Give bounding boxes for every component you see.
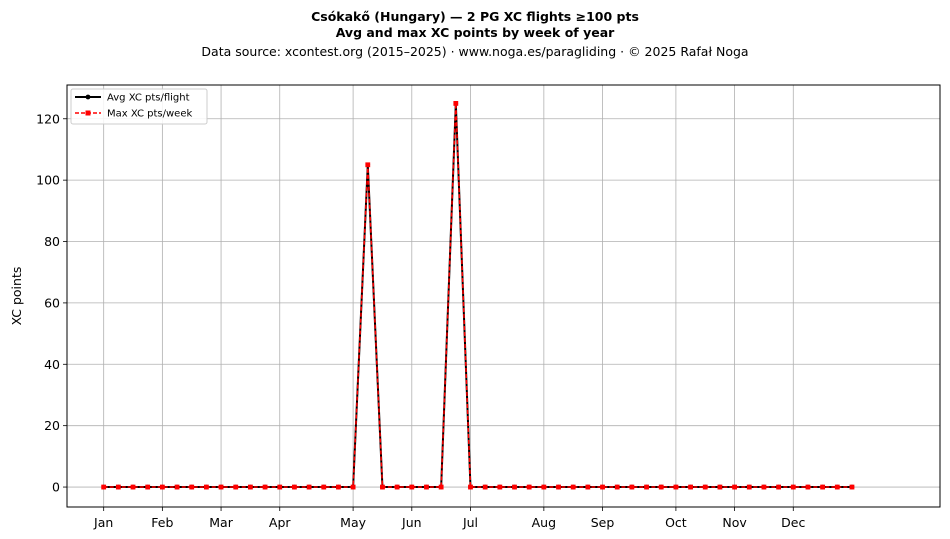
point-max: [189, 484, 195, 490]
point-max: [512, 484, 517, 490]
grid: [67, 85, 940, 507]
x-tick-label: Aug: [532, 515, 556, 530]
point-max: [526, 484, 532, 490]
point-max: [468, 484, 473, 490]
x-tick-label: Jun: [401, 515, 422, 530]
point-max: [115, 484, 121, 490]
point-max: [497, 484, 503, 490]
y-axis: 0 20 40 60 80 100 120: [36, 111, 67, 495]
legend-box: [70, 88, 208, 125]
point-max: [585, 484, 591, 490]
point-max: [673, 484, 679, 490]
point-max: [130, 484, 136, 490]
x-tick-label: Sep: [591, 515, 615, 530]
y-tick-label: 40: [44, 357, 60, 372]
point-max: [805, 484, 811, 490]
point-max: [277, 484, 283, 490]
point-max: [732, 484, 737, 490]
point-max: [834, 484, 840, 490]
point-max: [203, 484, 209, 490]
y-axis-label: XC points: [9, 267, 24, 326]
legend: Avg XC pts/flight Max XC pts/week: [70, 88, 208, 125]
point-max: [614, 484, 620, 490]
point-max: [233, 484, 239, 490]
x-tick-label: Dec: [781, 515, 805, 530]
y-tick-label: 20: [44, 418, 60, 433]
chart-title-line1: Csókakő (Hungary) — 2 PG XC flights ≥100…: [311, 9, 639, 24]
point-max: [820, 484, 826, 490]
point-max: [453, 101, 459, 106]
legend-avg-marker: [85, 94, 91, 100]
x-tick-label: Jan: [93, 515, 113, 530]
chart-title-line2: Avg and max XC points by week of year: [336, 25, 615, 40]
point-max: [321, 484, 327, 490]
y-tick-label: 100: [36, 173, 60, 188]
point-max: [600, 484, 605, 490]
point-max: [746, 484, 752, 490]
point-max: [292, 484, 297, 490]
point-max: [658, 484, 664, 490]
point-max: [409, 484, 415, 490]
point-max: [262, 484, 268, 490]
point-max: [717, 484, 723, 490]
y-tick-label: 120: [36, 111, 60, 126]
point-max: [849, 484, 855, 490]
x-tick-label: Mar: [209, 515, 233, 530]
x-tick-label: Apr: [269, 515, 291, 530]
y-tick-label: 80: [44, 234, 60, 249]
series-line-max: [103, 102, 852, 488]
point-max: [306, 484, 312, 490]
point-max: [174, 484, 180, 490]
point-max: [218, 484, 224, 490]
point-max: [702, 484, 708, 490]
x-axis: Jan Feb Mar Apr May Jun Jul Aug Sep Oct Nov Dec: [93, 507, 805, 530]
point-max: [541, 484, 547, 490]
x-tick-label: Oct: [665, 515, 687, 530]
point-max: [159, 484, 165, 490]
x-tick-label: Jul: [462, 515, 478, 530]
legend-avg-label: Avg XC pts/flight: [107, 93, 190, 104]
point-max: [145, 484, 151, 490]
point-max: [248, 484, 253, 490]
point-max: [629, 484, 635, 490]
y-tick-label: 60: [44, 295, 60, 310]
point-max: [380, 484, 385, 490]
point-max: [438, 484, 444, 490]
point-max: [761, 484, 767, 490]
point-max: [688, 484, 693, 490]
point-max: [644, 484, 649, 490]
x-tick-label: Nov: [722, 515, 747, 530]
point-max: [336, 484, 341, 490]
point-max: [350, 484, 356, 490]
point-max: [776, 484, 782, 490]
chart-subtitle: Data source: xcontest.org (2015–2025) · …: [201, 44, 748, 59]
series-layer: [101, 101, 855, 490]
x-tick-label: Feb: [151, 515, 173, 530]
y-tick-label: 0: [52, 480, 60, 495]
plot-frame: [66, 84, 941, 508]
point-max: [556, 484, 561, 490]
point-max: [101, 484, 107, 490]
x-tick-label: May: [340, 515, 366, 530]
point-max: [482, 484, 488, 490]
point-max: [394, 484, 400, 490]
legend-max-label: Max XC pts/week: [107, 109, 192, 120]
point-max: [570, 484, 576, 490]
legend-max-marker: [85, 110, 91, 116]
point-max: [790, 484, 796, 490]
point-max: [424, 484, 429, 490]
series-line-avg: [103, 102, 852, 489]
point-max: [365, 162, 371, 168]
